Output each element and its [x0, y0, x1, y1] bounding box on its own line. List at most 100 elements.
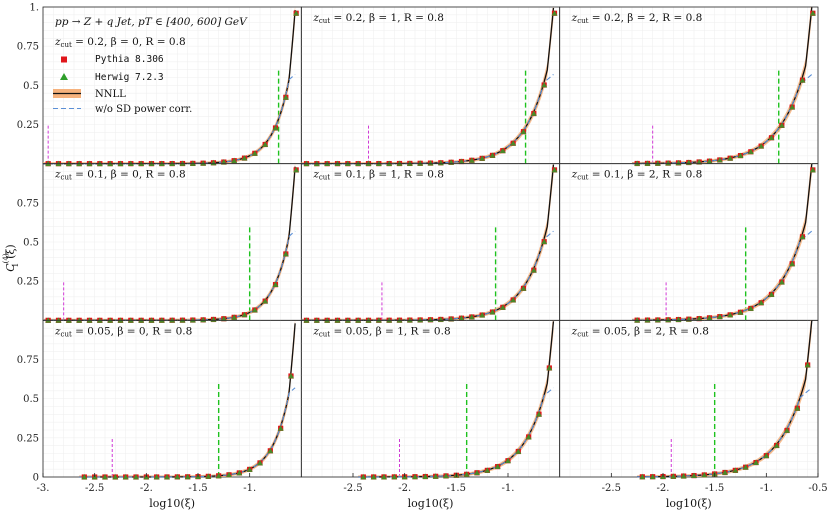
- herwig-point: [179, 160, 186, 166]
- herwig-point: [778, 279, 785, 285]
- herwig-point: [226, 471, 232, 478]
- y-tick-label: 0.75: [17, 42, 39, 53]
- panel-label: zcut = 0.05, β = 1, R = 0.8: [312, 325, 450, 338]
- herwig-point: [251, 150, 258, 156]
- herwig-point: [174, 473, 181, 480]
- panel-8: zcut = 0.05, β = 1, R = 0.8 -2.5 -2. -1.5 -1…: [300, 319, 561, 494]
- herwig-point: [463, 471, 470, 477]
- y-tick-label: 0.75: [17, 198, 39, 209]
- herwig-point: [246, 466, 253, 472]
- herwig-point: [773, 442, 780, 448]
- herwig-point: [716, 156, 723, 163]
- panel-label: zcut = 0.05, β = 2, R = 0.8: [571, 325, 709, 338]
- x-axis-title: log10(ξ): [666, 497, 712, 510]
- herwig-point: [489, 152, 496, 158]
- panel-2: zcut = 0.2, β = 1, R = 0.8: [300, 6, 561, 167]
- herwig-point: [696, 158, 703, 165]
- panel-label: zcut = 0.2, β = 1, R = 0.8: [312, 12, 444, 25]
- herwig-point: [479, 312, 486, 318]
- herwig-point: [231, 157, 238, 164]
- x-tick-label: -2.: [140, 483, 153, 494]
- legend-pythia-swatch: [61, 56, 67, 63]
- herwig-point: [458, 315, 465, 321]
- herwig-point: [541, 238, 548, 245]
- herwig-point: [747, 148, 754, 155]
- herwig-point: [231, 314, 238, 320]
- y-tick-label: 0.25: [17, 120, 39, 131]
- herwig-point: [241, 155, 248, 161]
- x-axis-title: log10(ξ): [408, 497, 454, 510]
- herwig-point: [546, 364, 553, 371]
- nnll-curve: [79, 323, 296, 478]
- legend-no-sd-label: w/o SD power corr.: [95, 104, 192, 115]
- panel-4: zcut = 0.1, β = 0, R = 0.8 0.25 0.5 0.75: [17, 163, 302, 323]
- herwig-point: [525, 433, 532, 440]
- herwig-point: [784, 427, 790, 433]
- y-tick-label: 0.5: [23, 81, 39, 92]
- panel-label: zcut = 0.1, β = 1, R = 0.8: [312, 169, 444, 182]
- herwig-point: [799, 233, 806, 240]
- herwig-point: [468, 157, 475, 163]
- panel-1: zcut = 0.2, β = 0, R = 0.8 0.25 0.5 0.75 1. p…: [17, 3, 302, 167]
- herwig-point: [510, 140, 517, 146]
- herwig-point: [665, 160, 672, 166]
- herwig-point: [422, 473, 429, 479]
- herwig-point: [432, 473, 439, 479]
- herwig-point: [164, 473, 170, 480]
- herwig-point: [391, 473, 398, 480]
- herwig-point: [499, 304, 506, 310]
- herwig-point: [153, 473, 160, 480]
- herwig-point: [220, 315, 227, 322]
- herwig-point: [112, 473, 119, 480]
- y-axis-title: C(4)1(ξ): [2, 244, 20, 271]
- herwig-point: [360, 473, 367, 480]
- herwig-point: [541, 82, 548, 88]
- herwig-point: [81, 473, 88, 480]
- legend-herwig-swatch: [60, 73, 68, 80]
- herwig-point: [479, 155, 486, 161]
- herwig-point: [458, 158, 465, 164]
- y-tick-label: 0: [33, 473, 39, 484]
- x-axis-title: log10(ξ): [149, 497, 195, 510]
- herwig-point: [510, 296, 517, 303]
- herwig-point: [530, 267, 537, 273]
- herwig-point: [468, 313, 475, 320]
- herwig-point: [499, 147, 506, 154]
- herwig-point: [474, 469, 480, 476]
- herwig-point: [809, 166, 816, 173]
- herwig-point: [758, 143, 765, 149]
- herwig-point: [654, 316, 661, 323]
- y-tick-label: 1.: [29, 3, 39, 14]
- x-tick-label: -3.: [37, 483, 50, 494]
- herwig-point: [654, 160, 661, 166]
- no-sd-power-corr-curve: [301, 74, 554, 165]
- panel-3: zcut = 0.2, β = 2, R = 0.8: [559, 6, 819, 167]
- herwig-point: [732, 467, 739, 473]
- herwig-point: [763, 452, 770, 459]
- herwig-point: [691, 472, 697, 479]
- x-tick-label: -1.: [502, 483, 515, 494]
- herwig-point: [680, 473, 687, 479]
- herwig-point: [639, 473, 646, 480]
- herwig-point: [262, 141, 269, 147]
- no-sd-power-corr-curve: [301, 230, 554, 321]
- herwig-point: [406, 317, 413, 323]
- y-tick-label: 0.25: [17, 277, 39, 288]
- herwig-point: [277, 425, 284, 431]
- herwig-point: [706, 314, 713, 321]
- herwig-point: [737, 152, 744, 159]
- herwig-point: [505, 457, 511, 464]
- x-tick-label: -2.5: [602, 483, 621, 494]
- herwig-point: [644, 160, 651, 166]
- herwig-point: [727, 155, 734, 161]
- herwig-point: [794, 405, 801, 411]
- panel-label: zcut = 0.2, β = 0, R = 0.8: [54, 36, 186, 49]
- herwig-point: [551, 166, 558, 173]
- x-tick-label: -2.: [398, 483, 411, 494]
- y-tick-label: 0.5: [23, 394, 39, 405]
- x-tick-label: -1.: [760, 483, 773, 494]
- herwig-point: [758, 299, 765, 306]
- x-axis-titles: log10(ξ) log10(ξ) log10(ξ): [149, 497, 711, 510]
- herwig-point: [272, 124, 279, 131]
